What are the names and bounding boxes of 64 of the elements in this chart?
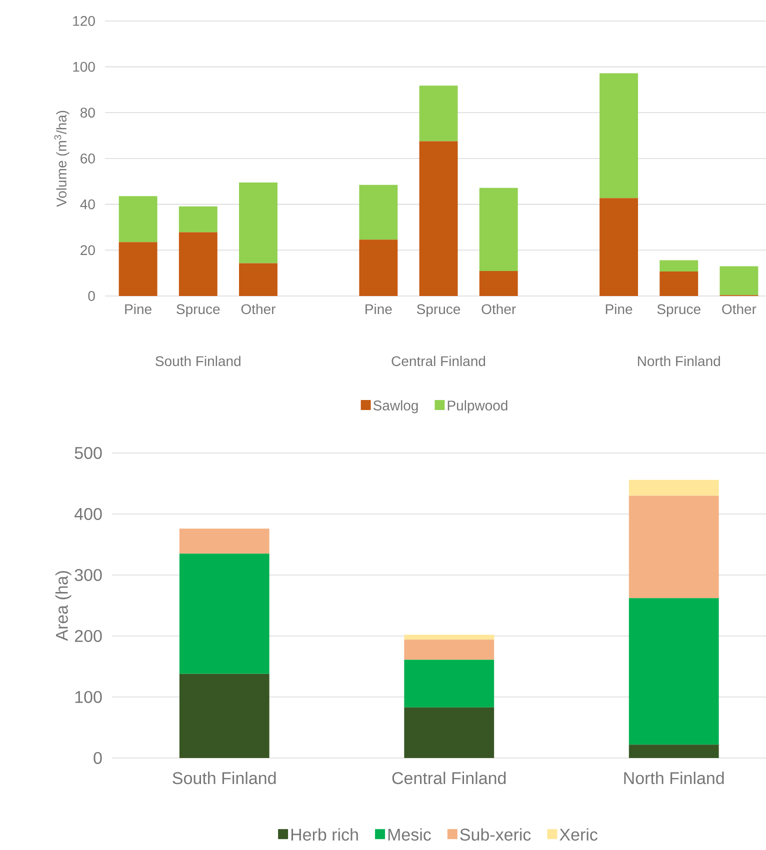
bar xyxy=(404,707,494,758)
bar xyxy=(178,232,218,296)
bar xyxy=(179,554,270,674)
bar xyxy=(179,528,270,554)
bar xyxy=(600,198,638,296)
legend-label: Sawlog xyxy=(373,400,418,414)
bar xyxy=(479,188,518,272)
x-tick-label: Pine xyxy=(606,304,632,314)
y-tick-label: 120 xyxy=(73,16,95,26)
text: South Finland xyxy=(156,356,240,366)
bar xyxy=(178,206,218,232)
y-tick-label: 100 xyxy=(75,690,102,704)
bar xyxy=(118,242,158,296)
x-tick-label: Central Finland xyxy=(392,772,506,784)
x-tick-label: Spruce xyxy=(176,304,220,317)
bar xyxy=(628,496,719,598)
y-tick-label: 400 xyxy=(74,508,102,520)
x-tick-label: Other xyxy=(482,304,516,314)
bar xyxy=(660,260,698,272)
bar xyxy=(239,263,278,296)
x-tick-label: Spruce xyxy=(657,304,700,317)
y-axis-title: Volume (m$^{3}$/ha) xyxy=(54,110,70,207)
text: Central Finland xyxy=(392,356,486,366)
bar xyxy=(720,266,758,296)
y-tick-label: 100 xyxy=(73,62,95,72)
bar xyxy=(628,480,719,496)
legend-label: Pulpwood xyxy=(448,400,508,414)
x-tick-label: North Finland xyxy=(624,772,724,784)
bar xyxy=(239,182,278,264)
legend-label: Sub-xeric xyxy=(460,828,531,841)
y-tick-label: 40 xyxy=(80,199,95,210)
x-tick-label: South Finland xyxy=(172,772,276,784)
legend-label: Mesic xyxy=(388,828,431,841)
bar xyxy=(118,196,158,242)
bar xyxy=(479,271,518,296)
y-axis-title: Area (ha) xyxy=(55,571,72,641)
y-tick-label: 0 xyxy=(94,752,102,764)
bar xyxy=(359,240,398,296)
y-tick-label: 60 xyxy=(80,154,95,164)
y-tick-label: 80 xyxy=(80,108,95,118)
text: North Finland xyxy=(638,356,720,366)
legend-label: Xeric xyxy=(560,828,598,841)
bar xyxy=(628,598,719,745)
bar xyxy=(179,674,270,758)
y-tick-label: 500 xyxy=(74,446,102,460)
bar xyxy=(404,640,494,660)
bar xyxy=(600,73,638,198)
x-tick-label: Other xyxy=(241,304,276,314)
y-tick-label: 300 xyxy=(74,568,102,582)
bar xyxy=(419,86,458,142)
bar xyxy=(628,744,719,758)
x-tick-label: Pine xyxy=(125,304,152,314)
bar xyxy=(419,141,458,296)
bar xyxy=(404,660,494,708)
y-tick-label: 20 xyxy=(80,245,95,256)
bar xyxy=(359,184,398,240)
bar xyxy=(660,271,698,296)
x-tick-label: Other xyxy=(722,304,756,314)
bar xyxy=(404,634,494,640)
x-tick-label: Spruce xyxy=(416,304,460,317)
x-tick-label: Pine xyxy=(366,304,392,314)
y-tick-label: 0 xyxy=(88,291,95,301)
legend-label: Herb rich xyxy=(291,828,358,841)
y-tick-label: 200 xyxy=(74,630,102,642)
